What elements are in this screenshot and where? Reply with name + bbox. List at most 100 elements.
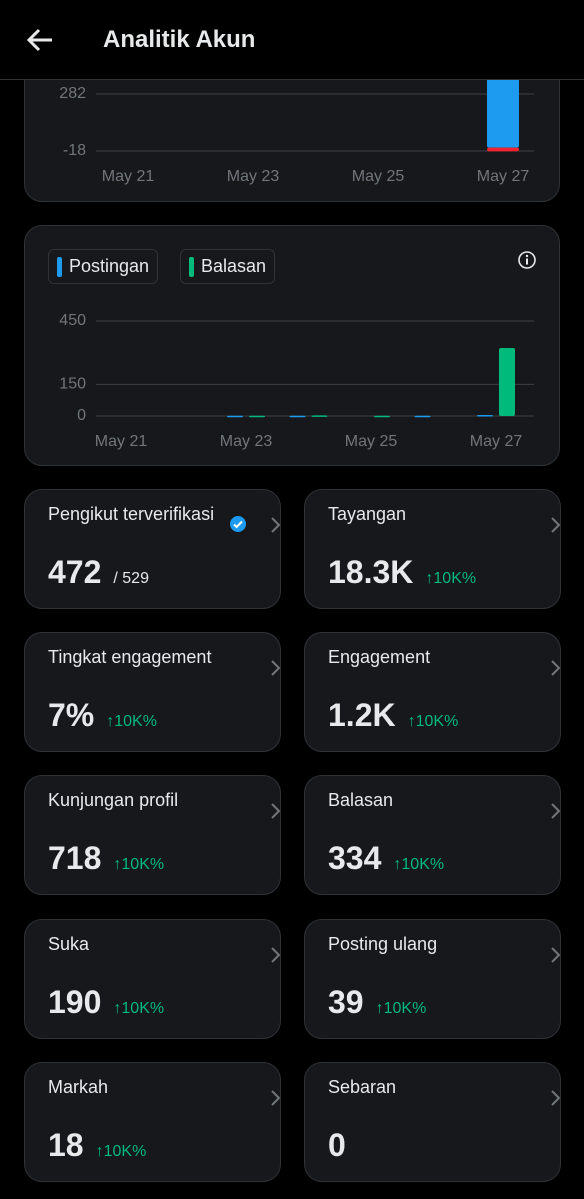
stat-value: 718 <box>48 840 102 877</box>
y-tick-label: 0 <box>77 407 86 424</box>
stat-value-row: 18.3K ↑10K% <box>328 554 476 591</box>
stat-change: ↑10K% <box>393 856 444 874</box>
stat-value: 7% <box>48 697 95 734</box>
stat-card[interactable]: Tayangan 18.3K ↑10K% <box>304 489 561 609</box>
stat-label: Kunjungan profil <box>48 790 179 811</box>
bar <box>487 147 519 152</box>
back-button[interactable] <box>26 27 54 53</box>
stat-card[interactable]: Sebaran 0 <box>304 1061 561 1182</box>
stat-change: ↑10K% <box>113 856 164 874</box>
chart-card: 0 150 450 May 21 May 23 May 25 May 27 Postinga… <box>24 225 560 466</box>
stat-value: 0 <box>328 1126 346 1163</box>
stat-label: Tingkat engagement <box>48 647 212 668</box>
stat-card[interactable]: Pengikut terverifikasi 472 / 529 <box>24 489 281 609</box>
stat-label: Balasan <box>328 790 394 811</box>
stat-card[interactable]: Tingkat engagement 7% ↑10K% <box>24 632 281 753</box>
stat-change: ↑10K% <box>113 1000 164 1018</box>
stat-change: ↑10K% <box>376 1000 427 1018</box>
x-tick-label: May 21 <box>95 433 148 450</box>
stat-card[interactable]: Posting ulang 39 ↑10K% <box>304 918 561 1039</box>
stat-label: Markah <box>48 1076 109 1097</box>
stat-total: / 529 <box>113 570 149 587</box>
stat-card[interactable]: Kunjungan profil 718 ↑10K% <box>24 775 281 896</box>
stat-value-row: 190 ↑10K% <box>48 984 164 1021</box>
legend-swatch <box>57 256 62 277</box>
up-arrow: ↑ <box>113 999 122 1017</box>
chart: -18 282 May 21 May 23 May 25 May 27 <box>59 71 534 185</box>
stat-change-value: 10K% <box>114 713 157 731</box>
stat-value-row: 0 <box>328 1127 346 1164</box>
x-tick-label: May 27 <box>477 168 530 185</box>
stat-value: 1.2K <box>328 697 396 734</box>
stat-label: Tayangan <box>328 504 407 524</box>
up-arrow: ↑ <box>113 856 122 874</box>
bar <box>311 415 328 417</box>
bar <box>477 414 493 417</box>
stat-change: ↑10K% <box>106 713 157 731</box>
stat-value-row: 1.2K ↑10K% <box>328 697 458 734</box>
stat-value: 334 <box>328 840 382 877</box>
bar <box>374 415 390 418</box>
stat-label: Engagement <box>328 647 431 668</box>
stat-label: Pengikut terverifikasi <box>48 504 215 524</box>
stat-value-row: 472 / 529 <box>48 554 149 591</box>
stat-change: ↑10K% <box>408 713 459 731</box>
x-tick-label: May 25 <box>352 168 405 185</box>
header-title: Analitik Akun <box>103 26 256 53</box>
stat-value-row: 334 ↑10K% <box>328 840 444 877</box>
stat-value: 18.3K <box>328 554 414 590</box>
y-tick-label: 450 <box>59 312 86 329</box>
stat-change: ↑10K% <box>425 570 476 588</box>
y-tick-label: 282 <box>59 85 86 102</box>
stat-label: Posting ulang <box>328 933 438 954</box>
stat-value-row: 718 ↑10K% <box>48 840 164 877</box>
legend-label: Balasan <box>201 256 267 276</box>
up-arrow: ↑ <box>375 999 384 1017</box>
stat-value-row: 39 ↑10K% <box>328 984 426 1021</box>
bar <box>249 415 265 418</box>
stat-change-value: 10K% <box>383 999 427 1017</box>
legend-item[interactable]: Balasan <box>180 249 276 284</box>
stat-label: Sebaran <box>328 1076 397 1097</box>
x-tick-label: May 21 <box>102 168 155 185</box>
up-arrow: ↑ <box>95 1142 104 1160</box>
stat-value: 18 <box>48 1126 84 1163</box>
legend-item[interactable]: Postingan <box>48 249 159 284</box>
up-arrow: ↑ <box>425 570 434 587</box>
stat-change-value: 10K% <box>103 1142 147 1160</box>
stat-card[interactable]: Engagement 1.2K ↑10K% <box>304 632 561 753</box>
bar <box>227 415 243 418</box>
header: Analitik Akun <box>0 0 584 80</box>
x-tick-label: May 23 <box>227 168 280 185</box>
bar <box>499 348 515 416</box>
x-tick-label: May 27 <box>470 433 523 450</box>
stat-value: 39 <box>328 983 364 1020</box>
stat-label: Suka <box>48 933 90 954</box>
up-arrow: ↑ <box>106 713 115 731</box>
up-arrow: ↑ <box>393 856 402 874</box>
stat-change-value: 10K% <box>401 856 445 874</box>
stat-card[interactable]: Markah 18 ↑10K% <box>24 1061 281 1182</box>
stat-card[interactable]: Balasan 334 ↑10K% <box>304 775 561 896</box>
stat-change-value: 10K% <box>415 713 459 731</box>
stat-change: ↑10K% <box>96 1143 147 1161</box>
stat-value-row: 18 ↑10K% <box>48 1127 146 1164</box>
y-tick-label: 150 <box>59 376 86 393</box>
chart: 0 150 450 May 21 May 23 May 25 May 27 <box>59 312 534 450</box>
bar <box>414 415 431 418</box>
y-tick-label: -18 <box>63 142 86 159</box>
stat-value: 190 <box>48 983 102 1020</box>
up-arrow: ↑ <box>407 713 416 731</box>
x-tick-label: May 25 <box>345 433 398 450</box>
bar <box>289 415 306 418</box>
stat-change-value: 10K% <box>121 999 165 1017</box>
legend-swatch <box>189 256 194 277</box>
info-icon[interactable] <box>517 250 537 270</box>
stat-value: 472 <box>48 554 102 590</box>
stat-change-value: 10K% <box>433 570 477 587</box>
stat-card[interactable]: Suka 190 ↑10K% <box>24 918 281 1039</box>
legend-label: Postingan <box>69 256 150 276</box>
bar <box>487 71 519 148</box>
stat-value-row: 7% ↑10K% <box>48 697 157 734</box>
